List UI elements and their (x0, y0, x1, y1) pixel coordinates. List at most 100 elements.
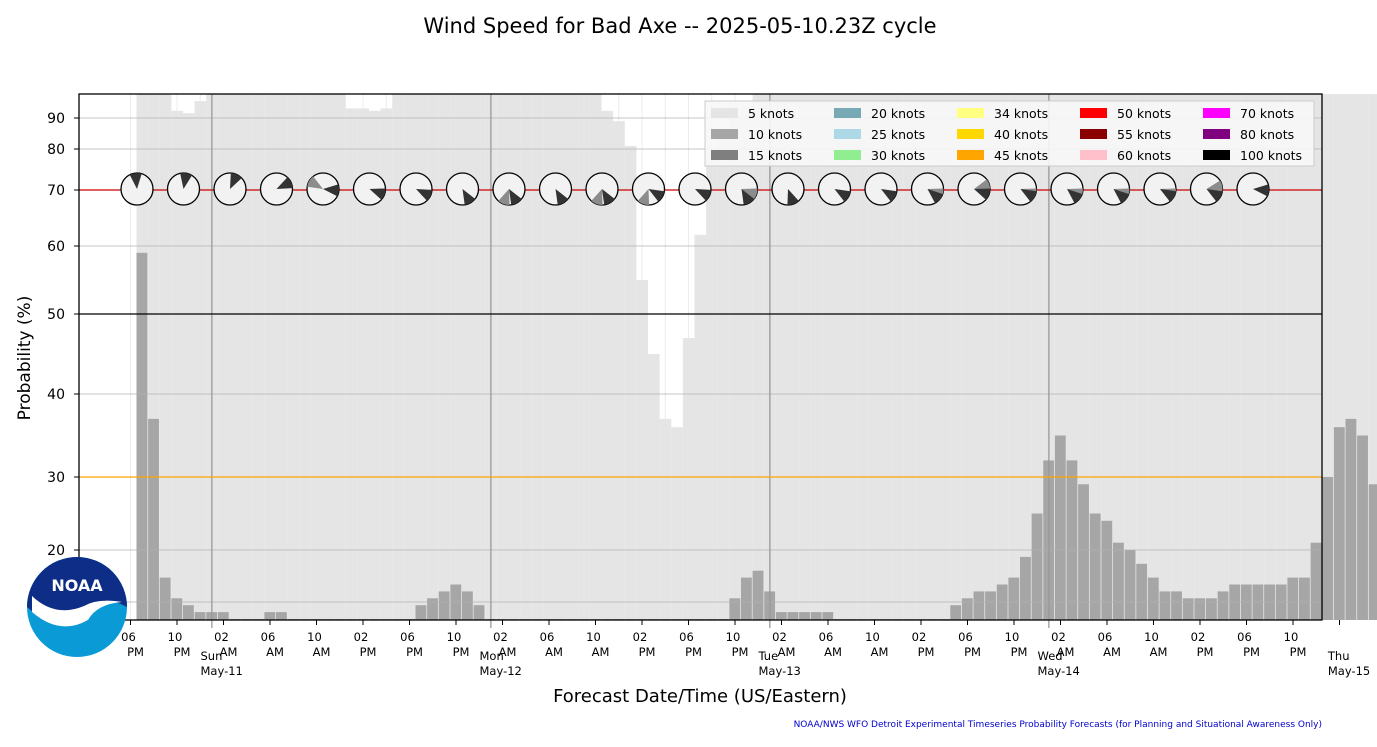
x-tick-hour: 06 (121, 630, 136, 644)
bar-5-knots (1229, 94, 1241, 620)
x-tick-ampm: PM (1243, 645, 1260, 659)
bar-10-knots (1101, 521, 1112, 620)
bar-5-knots (695, 235, 707, 620)
bar-10-knots (1090, 514, 1101, 621)
chart-title: Wind Speed for Bad Axe -- 2025-05-10.23Z… (423, 14, 936, 38)
bar-10-knots (276, 612, 287, 620)
bar-10-knots (427, 598, 438, 620)
footer-credit: NOAA/NWS WFO Detroit Experimental Timese… (794, 720, 1322, 730)
legend-label: 5 knots (748, 106, 794, 121)
bar-10-knots (148, 419, 159, 620)
bar-10-knots (1206, 598, 1217, 620)
x-tick-ampm: PM (360, 645, 377, 659)
bar-10-knots (183, 605, 194, 620)
wind-direction-wheel (400, 173, 432, 205)
x-tick-hour: 02 (912, 630, 927, 644)
x-tick-hour: 10 (1284, 630, 1299, 644)
wind-direction-wheel (1191, 173, 1223, 205)
x-tick-day: Mon (480, 649, 504, 663)
bar-10-knots (985, 591, 996, 620)
bar-10-knots (1171, 591, 1182, 620)
wind-direction-wheel (1144, 173, 1176, 205)
wind-direction-wheel (586, 173, 618, 205)
bar-5-knots (985, 94, 997, 620)
bar-5-knots (683, 338, 695, 620)
bar-10-knots (1020, 557, 1031, 620)
legend-swatch (834, 150, 861, 160)
bar-10-knots (741, 578, 752, 620)
wind-direction-wheel (958, 173, 990, 205)
x-tick-ampm: PM (127, 645, 144, 659)
x-tick-ampm: PM (1011, 645, 1028, 659)
bar-5-knots (532, 94, 544, 620)
bar-5-knots (334, 94, 346, 620)
legend-swatch (834, 129, 861, 139)
x-tick-hour: 10 (307, 630, 322, 644)
x-tick-hour: 06 (400, 630, 415, 644)
bar-10-knots (1218, 591, 1229, 620)
x-tick-ampm: AM (1103, 645, 1121, 659)
y-tick-label: 70 (47, 183, 65, 199)
bar-5-knots (160, 94, 172, 620)
x-tick-ampm: PM (453, 645, 470, 659)
x-tick-hour: 10 (586, 630, 601, 644)
bar-5-knots (671, 427, 683, 620)
bar-5-knots (1171, 94, 1183, 620)
bar-5-knots (1125, 94, 1137, 620)
y-tick-label: 50 (47, 307, 65, 323)
x-tick-ampm: AM (778, 645, 796, 659)
x-tick-ampm: AM (824, 645, 842, 659)
bar-5-knots (427, 94, 439, 620)
wind-direction-wheel (912, 173, 944, 205)
x-tick-hour: 10 (1005, 630, 1020, 644)
noaa-logo-text: NOAA (51, 576, 103, 595)
x-tick-hour: 10 (726, 630, 741, 644)
bar-5-knots (1136, 94, 1148, 620)
wind-direction-wheel (261, 173, 293, 205)
bar-10-knots (1194, 598, 1205, 620)
x-tick-hour: 02 (1191, 630, 1206, 644)
x-tick-date: May-11 (201, 664, 243, 678)
bar-10-knots (1136, 564, 1147, 620)
wind-direction-wheel (819, 173, 851, 205)
wind-direction-wheel (726, 173, 758, 205)
legend-label: 34 knots (994, 106, 1048, 121)
bar-5-knots (904, 94, 916, 620)
wind-direction-wheel (679, 173, 711, 205)
x-tick-hour: 06 (819, 630, 834, 644)
bar-10-knots (1357, 436, 1368, 621)
bar-10-knots (1113, 543, 1124, 620)
x-tick-hour: 02 (214, 630, 229, 644)
bar-10-knots (218, 612, 229, 620)
x-tick-day: Tue (758, 649, 779, 663)
wind-direction-wheel (1005, 173, 1037, 205)
y-tick-label: 60 (47, 239, 65, 255)
x-tick-hour: 02 (493, 630, 508, 644)
bar-10-knots (950, 605, 961, 620)
bar-5-knots (718, 137, 730, 620)
bar-10-knots (1032, 514, 1043, 621)
x-tick-date: May-15 (1328, 664, 1370, 678)
bar-10-knots (474, 605, 485, 620)
bar-5-knots (253, 94, 265, 620)
bar-5-knots (241, 94, 253, 620)
wind-direction-wheel (354, 173, 386, 205)
bar-10-knots (137, 253, 148, 620)
bar-10-knots (1125, 550, 1136, 620)
legend-swatch (957, 129, 984, 139)
bar-10-knots (1311, 543, 1322, 620)
bar-10-knots (1346, 419, 1357, 620)
y-tick-label: 90 (47, 111, 65, 127)
bar-10-knots (788, 612, 799, 620)
bar-5-knots (1218, 94, 1230, 620)
x-tick-date: May-13 (759, 664, 801, 678)
x-tick-ampm: PM (964, 645, 981, 659)
bar-5-knots (1311, 94, 1323, 620)
bar-10-knots (1078, 484, 1089, 620)
wind-direction-wheel (865, 173, 897, 205)
bar-5-knots (811, 94, 823, 620)
bar-5-knots (299, 94, 311, 620)
x-tick-hour: 10 (447, 630, 462, 644)
x-tick-ampm: PM (732, 645, 749, 659)
